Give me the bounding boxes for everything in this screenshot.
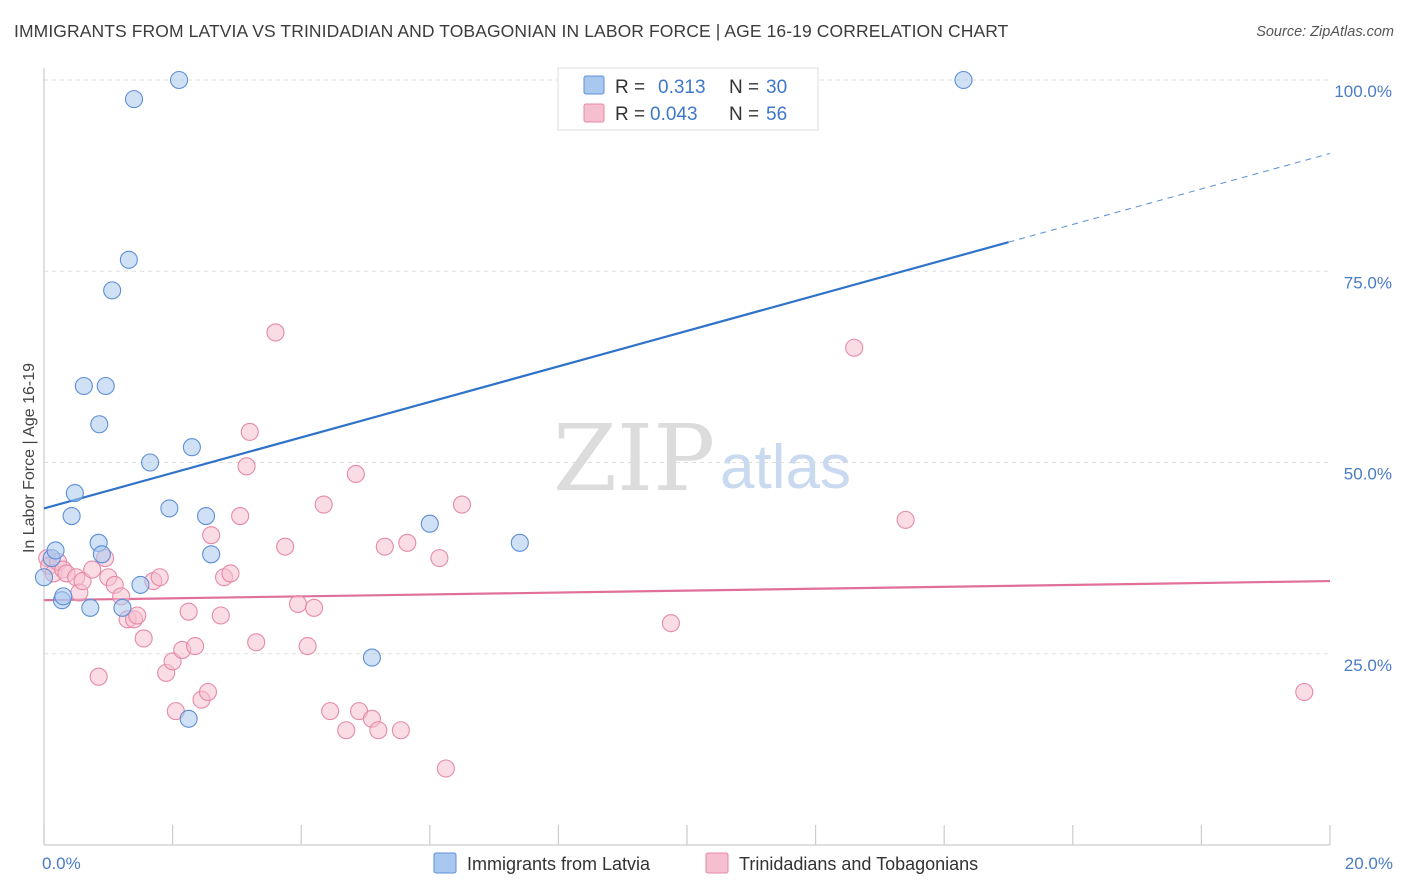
series-latvia-points	[34, 70, 973, 728]
y-axis-tick-labels: 25.0% 50.0% 75.0% 100.0%	[1334, 82, 1392, 675]
watermark-zip: ZIP	[553, 405, 715, 512]
latvia-point-11	[92, 545, 111, 564]
trinidadian-point-43	[321, 702, 340, 721]
series-legend: Immigrants from Latvia Trinidadians and …	[433, 852, 978, 874]
trinidadian-point-54	[452, 495, 472, 514]
x-tick-label-0: 0.0%	[42, 854, 81, 873]
latvia-point-4	[54, 587, 73, 606]
latvia-point-10	[90, 415, 109, 434]
series-legend-swatch-latvia	[433, 852, 457, 874]
stats-legend: R = 0.313 N = 30 R = 0.043 N = 56	[557, 67, 819, 131]
trinidadian-point-48	[369, 721, 388, 740]
latvia-point-26	[420, 514, 439, 533]
legend-swatch-pink	[583, 103, 605, 123]
latvia-point-13	[103, 281, 122, 300]
x-axis-tick-labels: 0.0% 20.0%	[42, 854, 1393, 873]
trinidadian-point-28	[198, 682, 218, 702]
watermark-atlas: atlas	[720, 433, 851, 502]
legend-r-value-blue: 0.313	[658, 77, 706, 98]
latvia-point-18	[141, 453, 160, 472]
trinidadian-point-58	[1295, 682, 1314, 702]
trinidadian-point-45	[346, 464, 365, 484]
legend-n-value-pink: 56	[766, 104, 787, 125]
trinidadian-point-26	[186, 637, 205, 656]
trinidadian-point-25	[179, 602, 198, 621]
series-trinidadian-points	[38, 323, 1314, 778]
latvia-point-2	[46, 541, 65, 560]
trinidadian-point-29	[202, 526, 221, 545]
latvia-point-6	[65, 484, 84, 503]
x-tick-label-1: 20.0%	[1345, 854, 1393, 873]
trinidadian-point-32	[221, 564, 240, 583]
chart-title: IMMIGRANTS FROM LATVIA VS TRINIDADIAN AN…	[14, 21, 1009, 41]
latvia-point-0	[34, 568, 54, 587]
trinidadian-point-55	[661, 614, 680, 633]
latvia-point-28	[954, 70, 973, 90]
latvia-point-21	[179, 709, 198, 728]
trend-line-latvia	[43, 241, 1009, 510]
trinidadian-point-49	[375, 537, 394, 556]
trinidadian-point-51	[398, 533, 417, 552]
latvia-point-7	[74, 376, 93, 396]
trinidadian-point-57	[896, 510, 915, 529]
trend-line-latvia-extension	[1008, 152, 1331, 243]
legend-r-value-pink: 0.043	[650, 104, 698, 125]
trinidadian-point-30	[211, 606, 230, 625]
trinidadian-point-44	[337, 721, 356, 740]
trinidadian-point-35	[240, 422, 259, 441]
series-legend-swatch-trinidadian	[705, 852, 729, 874]
legend-r-label-pink: R =	[615, 104, 645, 125]
latvia-point-14	[113, 598, 132, 617]
y-tick-label-75: 75.0%	[1344, 273, 1392, 292]
legend-r-label-blue: R =	[615, 77, 645, 98]
trinidadian-point-10	[89, 667, 108, 686]
legend-swatch-blue	[583, 75, 605, 95]
latvia-point-25	[362, 648, 381, 667]
trinidadian-point-41	[305, 598, 324, 617]
trinidadian-point-53	[436, 759, 455, 778]
latvia-point-20	[169, 70, 189, 90]
trinidadian-point-17	[128, 606, 147, 625]
latvia-point-16	[124, 90, 144, 109]
trinidadian-point-18	[134, 629, 153, 648]
latvia-point-27	[510, 533, 529, 552]
y-tick-label-50: 50.0%	[1344, 465, 1392, 484]
latvia-point-22	[182, 438, 201, 457]
trinidadian-point-56	[845, 338, 864, 357]
trinidadian-point-42	[314, 495, 333, 514]
latvia-point-19	[160, 499, 179, 518]
y-tick-label-25: 25.0%	[1344, 656, 1392, 675]
latvia-point-17	[131, 575, 150, 594]
latvia-point-24	[202, 545, 221, 564]
trinidadian-point-33	[231, 506, 250, 526]
x-axis-ticks	[43, 825, 1331, 845]
legend-n-label-blue: N =	[729, 77, 759, 98]
trend-lines	[43, 152, 1331, 602]
trend-line-trinidadian	[43, 579, 1331, 602]
trinidadian-point-34	[237, 457, 256, 476]
trinidadian-point-50	[391, 721, 410, 740]
chart-source: Source: ZipAtlas.com	[1256, 24, 1394, 40]
latvia-point-23	[196, 506, 216, 526]
trinidadian-point-40	[298, 637, 317, 656]
series-legend-label-latvia: Immigrants from Latvia	[467, 854, 651, 874]
latvia-point-15	[119, 250, 138, 269]
trinidadian-point-20	[150, 568, 169, 587]
trinidadian-point-52	[430, 549, 449, 568]
trinidadian-point-9	[83, 560, 102, 579]
legend-n-value-blue: 30	[766, 77, 787, 98]
y-axis-label: In Labor Force | Age 16-19	[21, 363, 38, 553]
latvia-point-8	[81, 598, 100, 617]
series-legend-label-trinidadian: Trinidadians and Tobagonians	[739, 854, 978, 874]
latvia-point-5	[62, 506, 81, 526]
trinidadian-point-39	[288, 594, 308, 614]
y-tick-label-100: 100.0%	[1334, 82, 1392, 101]
legend-n-label-pink: N =	[729, 104, 759, 125]
latvia-point-12	[96, 376, 115, 396]
trinidadian-point-36	[247, 633, 266, 652]
trinidadian-point-38	[276, 537, 295, 556]
trinidadian-point-37	[266, 323, 285, 342]
